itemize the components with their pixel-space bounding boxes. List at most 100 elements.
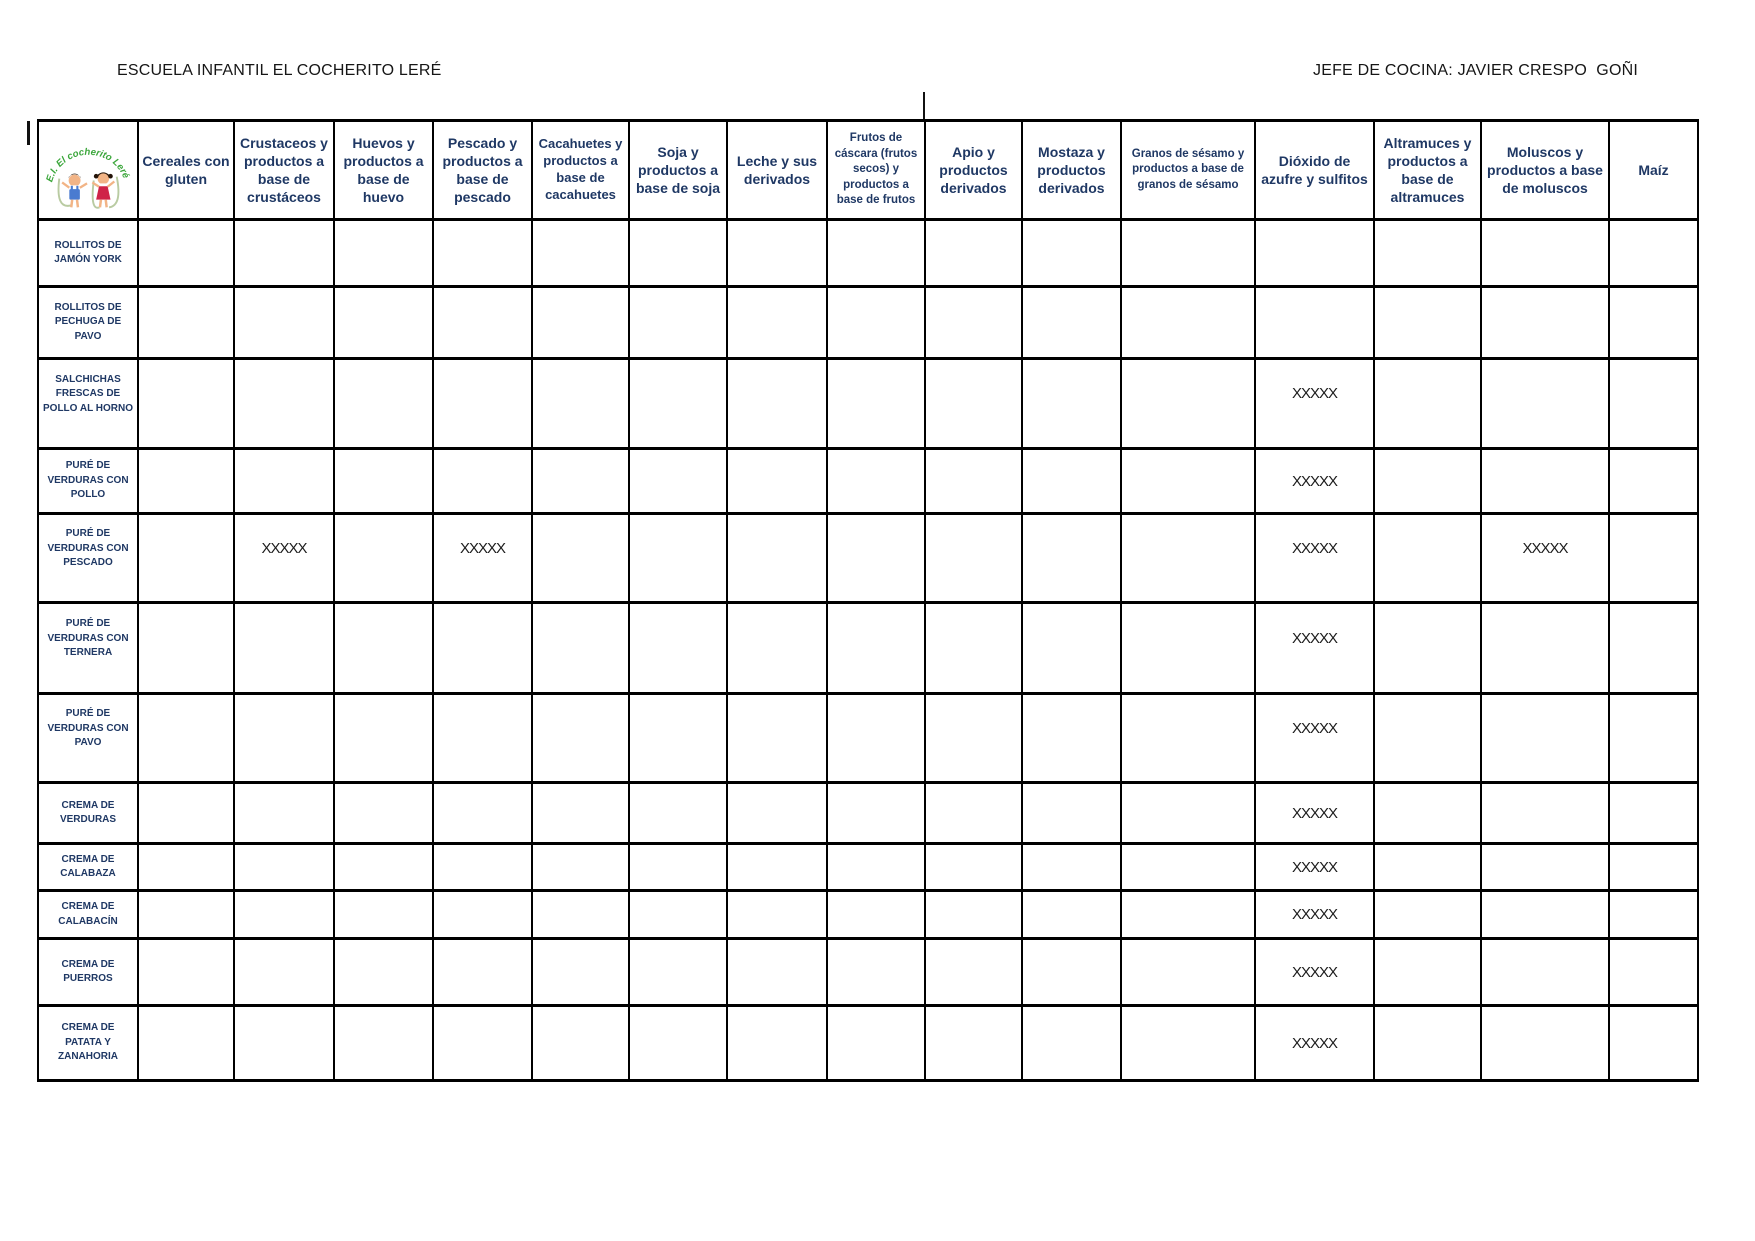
allergen-cell: [726, 357, 828, 450]
allergen-cell: XXXXX: [1254, 447, 1375, 515]
dish-row: CREMA DE CALABACÍN XXXXX: [37, 889, 1699, 940]
chef-title: JEFE DE COCINA: JAVIER CRESPO GOÑI: [1313, 62, 1638, 79]
dish-label: SALCHICHAS FRESCAS DE POLLO AL HORNO: [37, 357, 139, 450]
dish-label: CREMA DE CALABAZA: [37, 842, 139, 892]
allergen-cell: [432, 692, 533, 784]
border-tick-artifact: [923, 92, 925, 121]
dish-row: PURÉ DE VERDURAS CON TERNERA XXXXX: [37, 601, 1699, 695]
allergen-cell: [1021, 781, 1122, 845]
allergen-cell: [333, 601, 434, 695]
allergen-table: E.I. El cocherito Leré: [37, 119, 1699, 1082]
allergen-cell: [531, 692, 630, 784]
allergen-cell: [628, 1004, 728, 1082]
allergen-cell: [333, 1004, 434, 1082]
dish-row: CREMA DE PATATA Y ZANAHORIA XXXXX: [37, 1004, 1699, 1082]
dish-row: CREMA DE VERDURAS XXXXX: [37, 781, 1699, 845]
allergen-cell: [726, 285, 828, 360]
allergen-cell: [233, 842, 335, 892]
allergen-cell: [432, 889, 533, 940]
allergen-cell: [826, 218, 926, 288]
dish-label: PURÉ DE VERDURAS CON TERNERA: [37, 601, 139, 695]
allergen-cell: [333, 937, 434, 1007]
dish-row: CREMA DE PUERROS XXXXX: [37, 937, 1699, 1007]
allergen-cell: [333, 285, 434, 360]
allergen-cell: [1608, 601, 1699, 695]
dish-label: CREMA DE VERDURAS: [37, 781, 139, 845]
allergen-cell: [531, 285, 630, 360]
allergen-cell: [726, 692, 828, 784]
allergen-cell: XXXXX: [1254, 1004, 1375, 1082]
allergen-cell: [233, 285, 335, 360]
allergen-header: Maíz: [1608, 119, 1699, 221]
allergen-cell: [137, 781, 235, 845]
allergen-cell: [924, 512, 1023, 604]
allergen-cell: [1021, 889, 1122, 940]
allergen-cell: XXXXX: [1254, 601, 1375, 695]
allergen-cell: [233, 781, 335, 845]
allergen-cell: [628, 447, 728, 515]
allergen-cell: [924, 285, 1023, 360]
allergen-cell: XXXXX: [1254, 937, 1375, 1007]
allergen-header: Frutos de cáscara (frutos secos) y produ…: [826, 119, 926, 221]
allergen-cell: [432, 781, 533, 845]
allergen-header: Altramuces y productos a base de altramu…: [1373, 119, 1482, 221]
allergen-cell: [432, 601, 533, 695]
allergen-cell: [1373, 447, 1482, 515]
allergen-cell: [137, 1004, 235, 1082]
allergen-cell: [628, 842, 728, 892]
allergen-cell: XXXXX: [1480, 512, 1610, 604]
allergen-cell: [1373, 285, 1482, 360]
allergen-cell: [1021, 692, 1122, 784]
allergen-cell: [531, 842, 630, 892]
allergen-cell: [826, 781, 926, 845]
allergen-cell: [531, 447, 630, 515]
allergen-cell: [432, 1004, 533, 1082]
allergen-cell: [1021, 601, 1122, 695]
allergen-cell: [1021, 937, 1122, 1007]
allergen-cell: [1120, 937, 1256, 1007]
allergen-cell: [726, 601, 828, 695]
allergen-cell: [1480, 1004, 1610, 1082]
allergen-cell: [726, 842, 828, 892]
header-row: E.I. El cocherito Leré: [37, 119, 1699, 221]
allergen-cell: [233, 447, 335, 515]
allergen-cell: [1480, 842, 1610, 892]
dish-label: ROLLITOS DE PECHUGA DE PAVO: [37, 285, 139, 360]
allergen-cell: [1120, 285, 1256, 360]
allergen-cell: [924, 692, 1023, 784]
allergen-cell: [1120, 781, 1256, 845]
allergen-cell: [1120, 218, 1256, 288]
allergen-cell: [1608, 842, 1699, 892]
allergen-cell: [531, 601, 630, 695]
allergen-cell: [333, 842, 434, 892]
allergen-cell: XXXXX: [1254, 357, 1375, 450]
allergen-cell: [1608, 692, 1699, 784]
allergen-cell: [432, 218, 533, 288]
allergen-cell: [1373, 889, 1482, 940]
allergen-cell: [726, 781, 828, 845]
allergen-cell: [1373, 1004, 1482, 1082]
allergen-cell: [1608, 512, 1699, 604]
dish-row: PURÉ DE VERDURAS CON PESCADO XXXXX XXXXX XX…: [37, 512, 1699, 604]
allergen-header: Mostaza y productos derivados: [1021, 119, 1122, 221]
allergen-cell: [432, 447, 533, 515]
allergen-cell: [924, 937, 1023, 1007]
allergen-cell: [137, 601, 235, 695]
allergen-header: Granos de sésamo y productos a base de g…: [1120, 119, 1256, 221]
dish-row: PURÉ DE VERDURAS CON POLLO XXXXX: [37, 447, 1699, 515]
allergen-cell: [1120, 601, 1256, 695]
dish-row: ROLLITOS DE JAMÓN YORK: [37, 218, 1699, 288]
allergen-cell: [531, 357, 630, 450]
allergen-cell: [826, 285, 926, 360]
allergen-cell: [1608, 889, 1699, 940]
allergen-cell: [924, 781, 1023, 845]
allergen-cell: [333, 357, 434, 450]
allergen-cell: [628, 889, 728, 940]
allergen-cell: [924, 1004, 1023, 1082]
allergen-cell: [531, 1004, 630, 1082]
allergen-cell: [1608, 781, 1699, 845]
allergen-cell: [233, 357, 335, 450]
allergen-cell: [432, 842, 533, 892]
allergen-cell: [628, 285, 728, 360]
allergen-cell: [628, 781, 728, 845]
